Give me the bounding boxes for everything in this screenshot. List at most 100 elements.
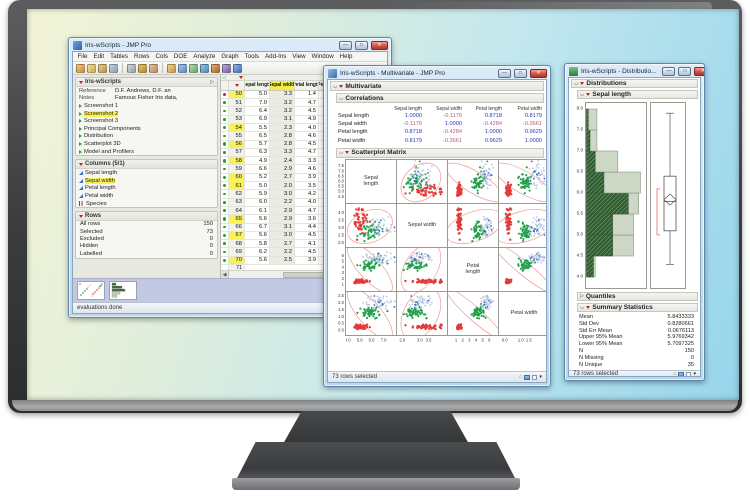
data-cell[interactable]: 3.5	[295, 182, 319, 190]
data-cell[interactable]: 6.3	[245, 148, 270, 157]
red-triangle-icon[interactable]	[234, 83, 239, 87]
red-triangle-icon[interactable]	[586, 93, 591, 96]
data-cell[interactable]: 4.2	[295, 190, 319, 198]
data-cell[interactable]: 3.0	[270, 190, 295, 198]
paste-icon[interactable]	[149, 63, 158, 73]
table-row[interactable]: 67 5.6 3.0 4.5	[221, 231, 387, 241]
dist-titlebar[interactable]: Iris-wScripts - Distributio... — □ ✕	[565, 64, 704, 77]
data-cell[interactable]: 4.6	[295, 165, 319, 173]
data-cell[interactable]: 4.7	[295, 148, 319, 157]
script-item-model-and-profilers[interactable]: Model and Profilers	[76, 148, 217, 156]
row-state-cell[interactable]	[221, 248, 229, 256]
data-cell[interactable]: 6.2	[245, 248, 270, 256]
data-cell[interactable]: 5.6	[245, 256, 270, 264]
checkbox-icon[interactable]	[532, 374, 538, 380]
data-cell[interactable]: 4.5	[295, 140, 319, 148]
data-grid-icon[interactable]	[189, 63, 198, 73]
table-row[interactable]: 66 6.7 3.1 4.4	[221, 223, 387, 232]
scatter-cell[interactable]	[396, 242, 448, 293]
data-cell[interactable]: 2.8	[270, 132, 295, 140]
table-row[interactable]: 56 5.7 2.8 4.5	[221, 140, 387, 149]
multivariate-outline-header[interactable]: ◡ Multivariate	[330, 81, 544, 91]
open-icon[interactable]	[87, 63, 96, 73]
row-number-cell[interactable]: 67	[229, 231, 245, 240]
row-state-cell[interactable]	[221, 107, 229, 115]
data-cell[interactable]: 2.4	[270, 157, 295, 165]
data-cell[interactable]: 3.2	[270, 99, 295, 107]
table-row[interactable]: 57 6.3 3.3 4.7	[221, 148, 387, 158]
row-number-cell[interactable]: 53	[229, 115, 245, 123]
red-triangle-icon[interactable]	[586, 306, 591, 309]
column-item-sepal-length[interactable]: Sepal length	[76, 169, 217, 177]
run-script-icon[interactable]	[79, 119, 82, 124]
row-number-cell[interactable]: 54	[229, 123, 245, 132]
quantiles-outline-header[interactable]: ▷ Quantiles	[577, 292, 698, 301]
data-cell[interactable]: 4.7	[295, 206, 319, 215]
table-row[interactable]: 53 6.9 3.1 4.9	[221, 115, 387, 124]
minimize-button[interactable]: —	[662, 66, 676, 76]
data-cell[interactable]: 4.4	[295, 223, 319, 231]
run-script-icon[interactable]	[79, 149, 82, 154]
run-script-icon[interactable]	[79, 126, 82, 131]
data-cell[interactable]: 2.0	[270, 182, 295, 190]
red-triangle-icon[interactable]	[239, 76, 243, 79]
table-row[interactable]: 60 5.2 2.7 3.9	[221, 173, 387, 183]
data-cell[interactable]: 2.9	[270, 165, 295, 173]
table-row[interactable]: 59 6.6 2.9 4.6	[221, 165, 387, 174]
data-cell[interactable]: 6.9	[245, 115, 270, 123]
row-state-cell[interactable]	[221, 157, 229, 165]
red-triangle-icon[interactable]	[79, 80, 83, 84]
open-folder-icon[interactable]	[98, 63, 107, 73]
data-cell[interactable]: 3.1	[270, 223, 295, 231]
menu-file[interactable]: File	[77, 53, 88, 60]
row-number-cell[interactable]: 50	[229, 90, 245, 99]
row-number-header[interactable]	[229, 81, 245, 90]
histogram-panel[interactable]	[585, 102, 647, 289]
data-cell[interactable]: 4.5	[295, 107, 319, 115]
run-script-icon[interactable]	[79, 103, 82, 108]
row-number-cell[interactable]: 68	[229, 240, 245, 248]
row-number-cell[interactable]: 59	[229, 165, 245, 173]
data-cell[interactable]: 3.0	[270, 231, 295, 240]
table-row[interactable]: 65 5.6 2.9 3.6	[221, 215, 387, 224]
data-cell[interactable]: 1.4	[295, 90, 319, 99]
red-triangle-icon[interactable]	[79, 214, 83, 218]
column-item-petal-width[interactable]: Petal width	[76, 192, 217, 200]
menu-tables[interactable]: Tables	[110, 53, 129, 60]
data-cell[interactable]: 6.4	[245, 107, 270, 115]
row-state-cell[interactable]	[221, 115, 229, 123]
rows-panel-header[interactable]: Rows	[76, 212, 217, 222]
run-script-icon[interactable]	[79, 134, 82, 139]
data-cell[interactable]: 4.9	[245, 157, 270, 165]
row-state-cell[interactable]	[221, 182, 229, 190]
data-cell[interactable]: 6.1	[245, 206, 270, 215]
script-item-principal-components[interactable]: Principal Components	[76, 125, 217, 133]
row-number-cell[interactable]: 51	[229, 99, 245, 107]
row-number-cell[interactable]: 64	[229, 206, 245, 215]
data-cell[interactable]: 4.7	[295, 99, 319, 107]
mv-titlebar[interactable]: Iris-wScripts - Multivariate - JMP Pro —…	[324, 66, 550, 79]
columns-panel-header[interactable]: Columns (5/1)	[76, 160, 217, 170]
data-cell[interactable]: 3.6	[295, 215, 319, 223]
correlations-outline-header[interactable]: ◡ Correlations	[336, 93, 544, 103]
row-number-cell[interactable]: 55	[229, 132, 245, 140]
checkbox-icon[interactable]	[686, 371, 692, 376]
scatter-cell[interactable]	[345, 202, 397, 248]
data-cell[interactable]: 2.3	[270, 123, 295, 132]
menu-tools[interactable]: Tools	[244, 53, 260, 60]
script-item-scatterplot-3d[interactable]: Scatterplot 3D	[76, 140, 217, 148]
collapsed-disclosure-icon[interactable]: ▷	[580, 293, 584, 299]
column-item-species[interactable]: Species	[76, 200, 217, 208]
data-cell[interactable]: 4.6	[295, 132, 319, 140]
row-state-cell[interactable]	[221, 140, 229, 148]
row-state-cell[interactable]	[221, 148, 229, 157]
flag-icon[interactable]	[200, 63, 209, 73]
scatter-cell[interactable]	[445, 287, 504, 340]
export-icon[interactable]	[211, 63, 220, 73]
row-state-cell[interactable]	[221, 190, 229, 198]
table-row[interactable]: 54 5.5 2.3 4.0	[221, 123, 387, 133]
close-button[interactable]: ✕	[530, 68, 547, 78]
row-state-cell[interactable]	[221, 165, 229, 173]
scatterplot-matrix[interactable]: 4.5 5.0 5.5 6.0 6.5 7.0 7.5 Sepal length 2.0 2.5 3.…	[332, 158, 546, 345]
row-state-cell[interactable]	[221, 123, 229, 132]
